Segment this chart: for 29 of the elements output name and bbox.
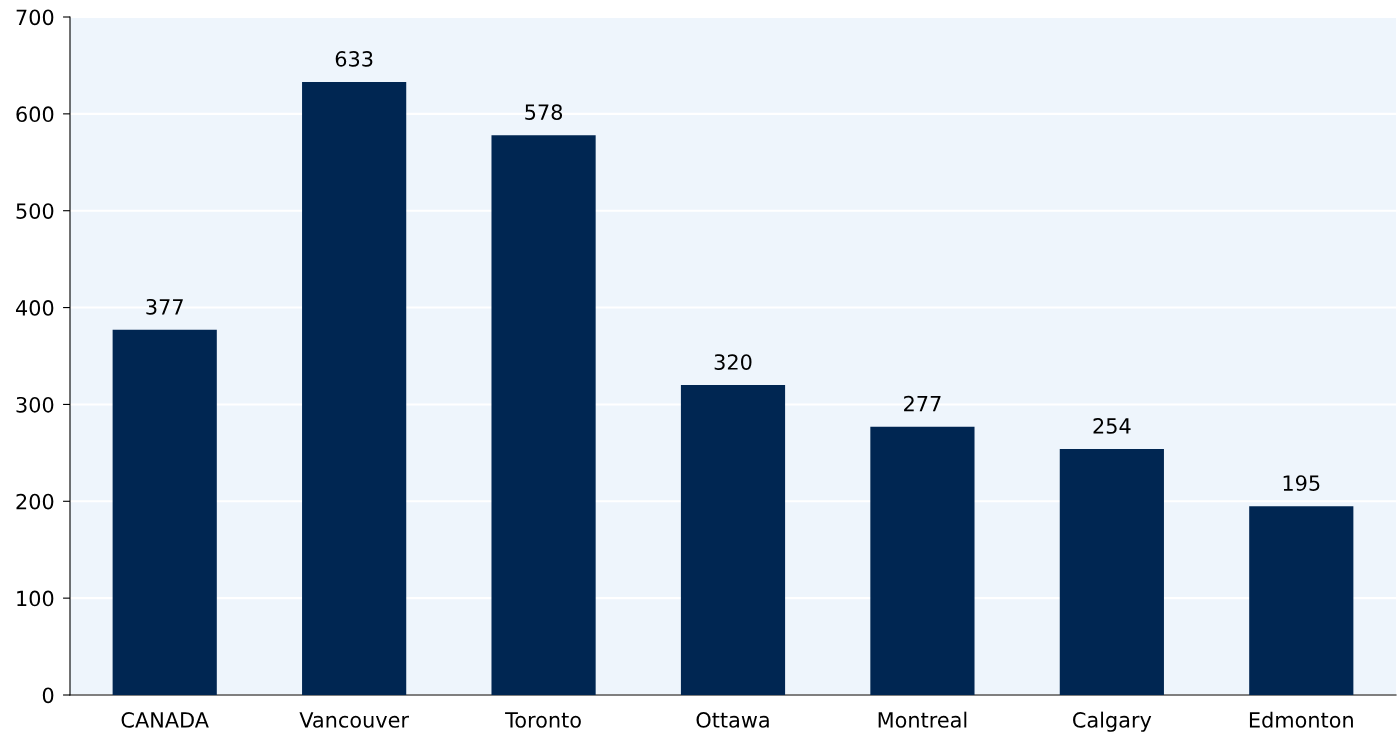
- bar: [1249, 506, 1354, 695]
- y-tick-label: 300: [16, 396, 54, 413]
- bar: [302, 81, 407, 695]
- y-tick-label: 600: [16, 106, 54, 123]
- data-label: 320: [714, 354, 752, 370]
- x-tick-label: Toronto: [505, 712, 581, 728]
- bar: [112, 329, 217, 695]
- data-label: 377: [146, 298, 183, 315]
- y-tick-label: 0: [42, 687, 54, 704]
- x-tick-label: Ottawa: [696, 712, 769, 728]
- x-tick-label: Edmonton: [1249, 711, 1353, 728]
- data-label: 195: [1283, 475, 1320, 491]
- data-label: 578: [525, 104, 563, 121]
- y-tick-label: 200: [16, 493, 54, 510]
- y-tick-label: 100: [17, 590, 54, 607]
- y-tick-label: 400: [15, 300, 54, 316]
- data-label: 254: [1093, 418, 1131, 434]
- x-tick-label: Vancouver: [299, 712, 409, 728]
- y-tick-label: 500: [16, 203, 54, 219]
- x-tick-label: Montreal: [878, 711, 967, 728]
- bar: [870, 426, 975, 695]
- bar: [1059, 448, 1164, 695]
- bar: [491, 135, 596, 695]
- data-label: 277: [904, 395, 941, 412]
- bar: [680, 385, 786, 695]
- x-tick-label: Calgary: [1073, 711, 1152, 732]
- data-label: 633: [335, 50, 373, 67]
- y-tick-label: 700: [16, 9, 54, 26]
- x-tick-label: CANADA: [121, 712, 209, 728]
